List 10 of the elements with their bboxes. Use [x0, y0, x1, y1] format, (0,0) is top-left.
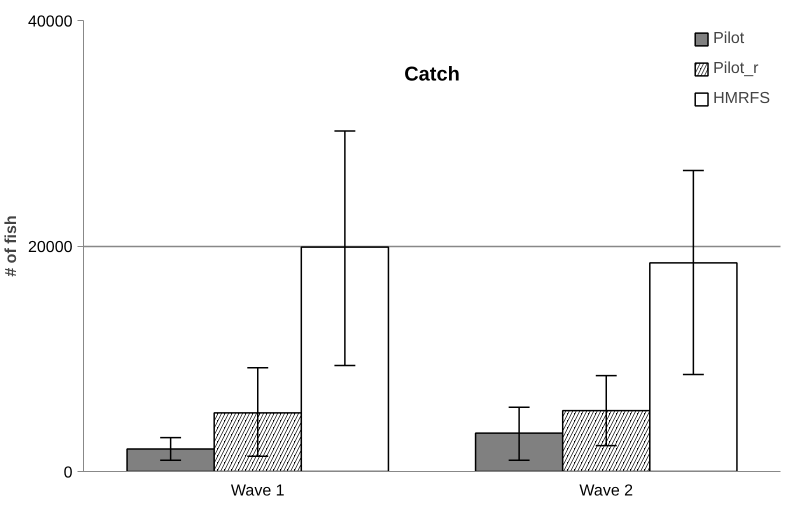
y-tick-label: 0 [64, 464, 73, 482]
x-tick-label: Wave 1 [230, 482, 285, 500]
legend-label: Pilot [713, 30, 744, 48]
x-tick-label: Wave 2 [579, 482, 634, 500]
y-tick-label: 20000 [28, 239, 73, 256]
legend-label: Pilot_r [713, 60, 758, 78]
text: Catch [404, 64, 460, 86]
y-axis-title: # of fish [3, 215, 20, 277]
y-tick-label: 40000 [28, 14, 73, 30]
legend-label: HMRFS [713, 90, 770, 108]
